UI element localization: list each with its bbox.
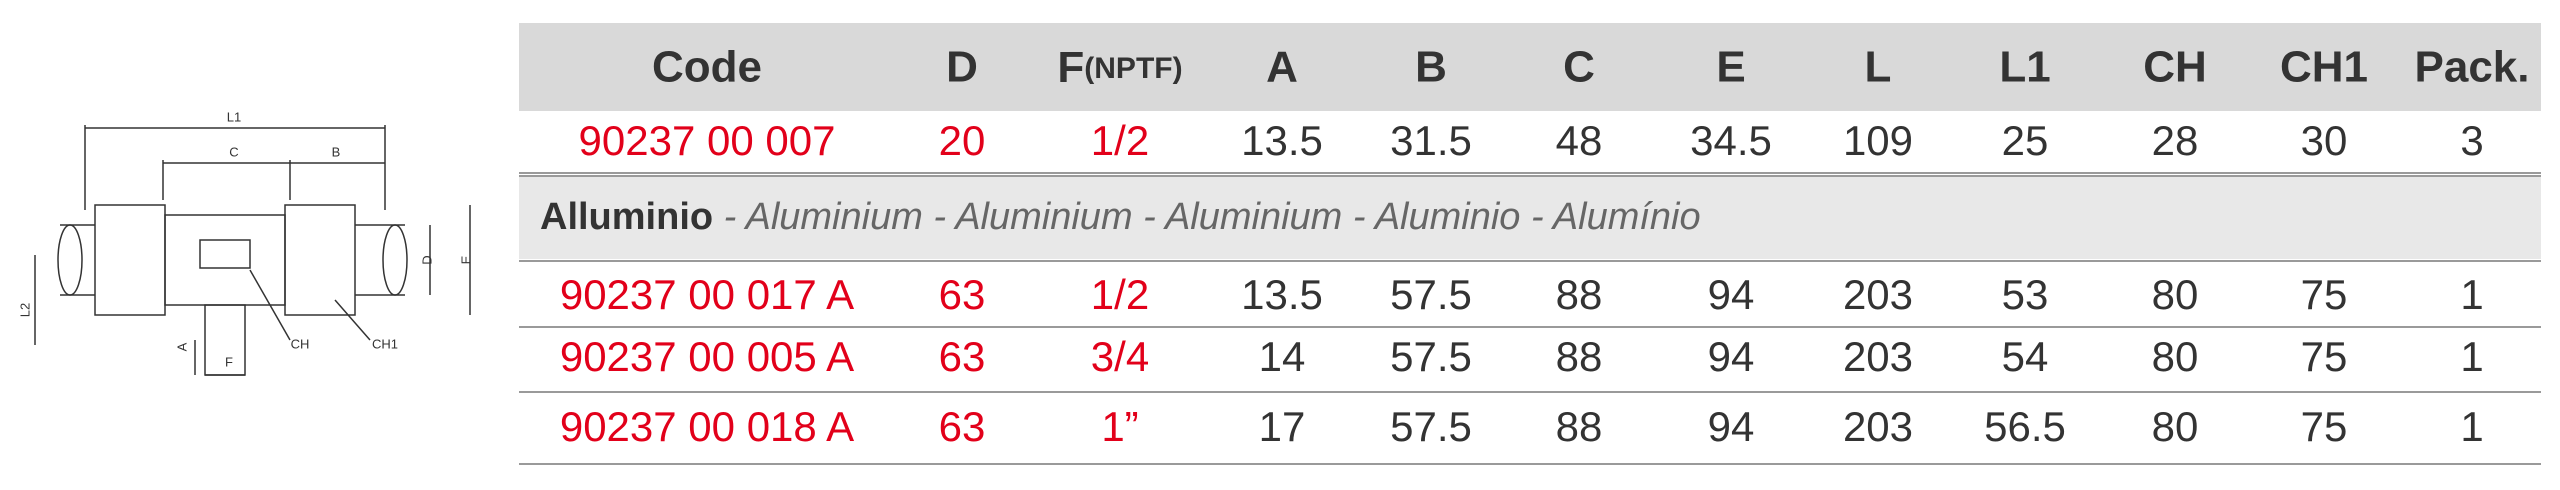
- header-cell: CH1: [2280, 43, 2368, 92]
- header-cell: Pack.: [2415, 43, 2530, 92]
- dimension-label: D: [419, 255, 434, 264]
- header-cell: C: [1563, 43, 1595, 92]
- cell: 203: [1843, 333, 1913, 380]
- cell: 48: [1556, 117, 1603, 164]
- header-main: F: [1057, 43, 1084, 92]
- cell: 1: [2460, 403, 2483, 450]
- dimension-label: E: [458, 255, 473, 264]
- product-code: 90237 00 017 A: [560, 271, 854, 318]
- cell: 54: [2002, 333, 2049, 380]
- dimension-label: L1: [227, 109, 241, 124]
- drawing-labels: L1 C B L2 D E A F CH CH1: [17, 109, 473, 369]
- cell: 94: [1708, 271, 1755, 318]
- cell: 1/2: [1091, 117, 1149, 164]
- cell: 80: [2152, 271, 2199, 318]
- cell: 3/4: [1091, 333, 1149, 380]
- product-code: 90237 00 018 A: [560, 403, 854, 450]
- cell: 57.5: [1390, 403, 1472, 450]
- product-code: 90237 00 007: [579, 117, 836, 164]
- cell: 14: [1259, 333, 1306, 380]
- dimension-label: CH1: [372, 336, 398, 351]
- cell: 94: [1708, 403, 1755, 450]
- cell: 88: [1556, 403, 1603, 450]
- dimension-label: F: [225, 354, 233, 369]
- cell: 17: [1259, 403, 1306, 450]
- cell: 88: [1556, 271, 1603, 318]
- cell: 13.5: [1241, 117, 1323, 164]
- cell: 80: [2152, 403, 2199, 450]
- cell: 203: [1843, 403, 1913, 450]
- product-code: 90237 00 005 A: [560, 333, 854, 380]
- section-title: Alluminio - Aluminium - Aluminium - Alum…: [540, 196, 1701, 238]
- cell: 63: [939, 333, 986, 380]
- cell: 31.5: [1390, 117, 1472, 164]
- cell: 57.5: [1390, 271, 1472, 318]
- dimension-label: A: [174, 342, 189, 351]
- header-cell: L1: [1999, 43, 2050, 92]
- header-cell: A: [1266, 43, 1298, 92]
- cell: 75: [2301, 403, 2348, 450]
- header-cell: B: [1415, 43, 1447, 92]
- header-cell: E: [1716, 43, 1745, 92]
- cell: 109: [1843, 117, 1913, 164]
- section-rest: - Aluminium - Aluminium - Aluminium - Al…: [713, 196, 1701, 238]
- section-bold: Alluminio: [540, 196, 713, 238]
- cell: 75: [2301, 333, 2348, 380]
- cell: 1: [2460, 271, 2483, 318]
- cell: 20: [939, 117, 986, 164]
- cell: 94: [1708, 333, 1755, 380]
- cell: 1/2: [1091, 271, 1149, 318]
- cell: 30: [2301, 117, 2348, 164]
- header-sub: (NPTF): [1084, 52, 1182, 85]
- table: Code D F(NPTF) A B C E L L1 CH CH1 Pack. 90237 00 00…: [519, 43, 2541, 465]
- dimension-label: L2: [17, 303, 32, 317]
- header-bg: [519, 23, 2541, 111]
- cell: 1: [2460, 333, 2483, 380]
- dimension-label: B: [332, 144, 341, 159]
- cell: 57.5: [1390, 333, 1472, 380]
- cell: 25: [2002, 117, 2049, 164]
- dimension-label: C: [229, 144, 238, 159]
- cell: 80: [2152, 333, 2199, 380]
- cell: 13.5: [1241, 271, 1323, 318]
- cell: 3: [2460, 117, 2483, 164]
- cell: 75: [2301, 271, 2348, 318]
- fitting-drawing: [34, 125, 471, 376]
- header-cell: F(NPTF): [1057, 43, 1182, 92]
- cell: 88: [1556, 333, 1603, 380]
- cell: 203: [1843, 271, 1913, 318]
- cell: 53: [2002, 271, 2049, 318]
- cell: 28: [2152, 117, 2199, 164]
- header-cell: L: [1865, 43, 1892, 92]
- section-bg: [519, 176, 2541, 259]
- header-cell: CH: [2143, 43, 2207, 92]
- cell: 1”: [1101, 403, 1138, 450]
- dimension-label: CH: [291, 336, 310, 351]
- cell: 63: [939, 271, 986, 318]
- cell: 63: [939, 403, 986, 450]
- cell: 34.5: [1690, 117, 1772, 164]
- header-cell: Code: [652, 43, 762, 92]
- header-cell: D: [946, 43, 978, 92]
- cell: 56.5: [1984, 403, 2066, 450]
